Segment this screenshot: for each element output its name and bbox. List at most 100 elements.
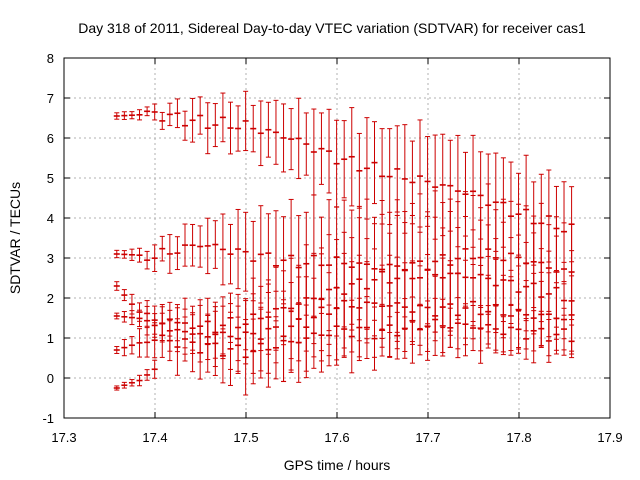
error-bar [326,304,333,367]
error-bar [235,105,242,152]
error-bar [136,309,143,328]
error-bar [545,319,552,363]
x-tick-label: 17.7 [415,430,440,445]
error-bar [303,304,310,372]
y-tick-label: 3 [47,251,54,266]
error-bar [409,296,416,345]
error-bar [280,299,287,383]
error-bar [136,328,143,358]
error-bar [379,303,386,357]
error-bar [136,247,143,263]
x-axis-label: GPS time / hours [284,457,391,473]
error-bar [553,318,560,351]
error-bar [121,289,128,302]
error-bar [197,325,204,380]
error-bar [136,109,143,121]
error-bar [197,96,204,135]
error-bar [242,211,249,292]
error-bar [121,381,128,389]
error-bar [128,310,135,326]
error-bar [341,120,348,199]
error-bar [189,312,196,373]
error-bar [439,298,446,354]
error-bar [113,385,120,391]
error-bar [394,125,401,213]
error-bar [219,328,226,384]
error-bar [204,217,211,275]
error-bar [568,324,575,359]
error-bar [272,99,279,165]
error-bar [151,103,158,121]
error-bar [113,281,120,291]
error-bar [265,311,272,388]
error-bar [333,286,340,366]
error-bar [159,235,166,262]
plot-frame [63,57,611,419]
axis-ticks: -1 0 1 2 3 4 5 6 7 8 17.3 17.4 17.5 17.6 17.7 17.8 17.9 [42,51,622,445]
series-series-e [113,286,575,396]
error-bar [447,307,454,348]
x-tick-label: 17.9 [597,430,622,445]
error-bar [197,225,204,268]
y-axis-label: SDTVAR / TECUs [7,182,23,294]
error-bar [538,310,545,347]
error-bar [470,305,477,352]
error-bar [182,110,189,141]
error-bar [144,327,151,358]
error-bar [348,107,355,207]
y-tick-label: 8 [47,51,54,66]
error-bar [121,339,128,357]
error-bar [371,121,378,205]
error-bar [182,223,189,267]
error-bar [159,111,166,130]
error-bar [227,311,234,386]
error-bar [386,292,393,358]
error-bar [424,300,431,352]
error-bar [363,296,370,359]
error-bar [561,307,568,351]
error-bar [212,103,219,148]
error-bar [348,299,355,374]
error-bar [235,208,242,290]
error-bar [523,318,530,360]
error-bar [189,97,196,143]
error-bar [295,97,302,180]
error-bar [166,234,173,274]
error-bar [121,111,128,120]
error-bar [250,318,257,385]
error-bar [257,308,264,379]
error-bar [500,316,507,353]
error-bar [454,297,461,350]
error-bar [257,100,264,167]
error-bar [174,98,181,129]
error-bar [432,297,439,342]
error-bar [128,248,135,261]
y-tick-label: 5 [47,171,54,186]
error-bar [166,320,173,362]
x-tick-label: 17.4 [142,430,167,445]
error-bar [280,103,287,173]
y-tick-label: 6 [47,131,54,146]
y-tick-label: 0 [47,371,54,386]
error-bar [295,302,302,383]
error-bar [174,318,181,376]
error-bar [204,102,211,155]
error-bar [333,119,340,208]
error-bar [219,213,226,286]
error-bar [227,101,234,155]
error-bar [401,298,408,359]
x-tick-label: 17.5 [233,430,258,445]
error-bar [144,106,151,117]
error-bar [159,312,166,358]
error-bar [121,311,128,323]
series-series-f [113,359,158,391]
error-bar [386,128,393,226]
error-bar [212,310,219,376]
x-tick-label: 17.8 [506,430,531,445]
error-bar [151,359,158,379]
error-bar [265,101,272,158]
error-bar [227,223,234,285]
error-bar [235,316,242,374]
error-bar [166,102,173,127]
